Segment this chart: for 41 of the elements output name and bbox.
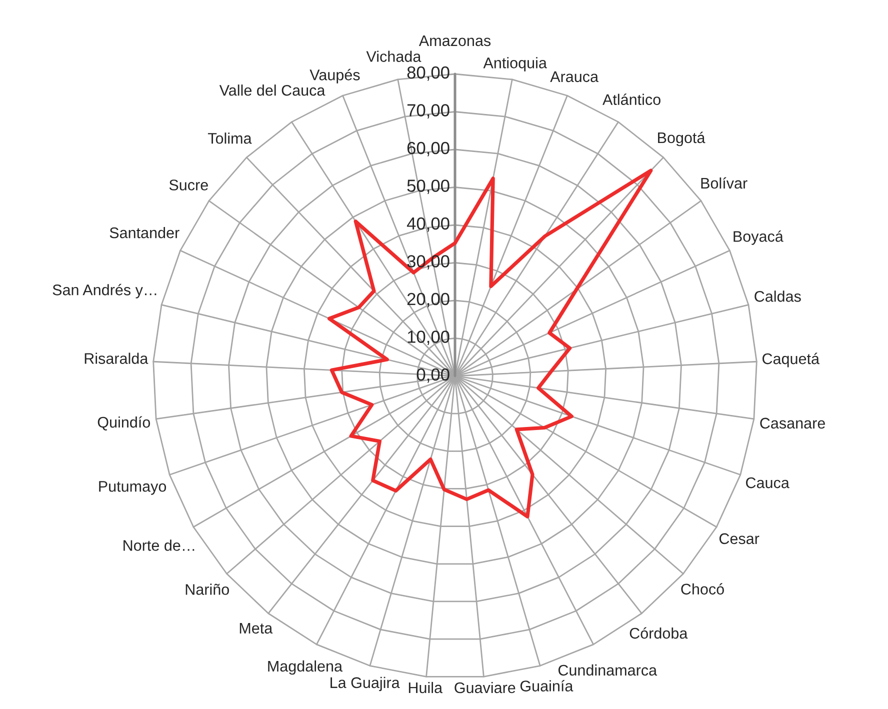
spoke-label: Amazonas <box>418 35 491 46</box>
spoke-label: Cundinamarca <box>558 664 658 676</box>
y-tick-label: 20,00 <box>407 292 450 308</box>
spoke-label: Huila <box>408 682 443 694</box>
spoke-label: Risaralda <box>84 352 148 364</box>
spoke-label: Guaviare <box>454 682 516 694</box>
spoke-label: Santander <box>110 227 180 238</box>
spoke-label: Meta <box>240 622 273 634</box>
spoke-label: Casanare <box>760 418 825 429</box>
y-tick-label: 50,00 <box>407 180 450 194</box>
spoke-label: Caquetá <box>762 352 820 368</box>
spoke-label: Vichada <box>366 50 422 62</box>
spoke-label: Valle del Cauca <box>219 84 326 96</box>
spoke-label: Putumayo <box>99 481 166 495</box>
spoke-label: Tolima <box>208 132 252 144</box>
spoke-label: Atlántico <box>602 94 660 106</box>
spoke-label: Sucre <box>169 180 208 190</box>
spoke-label: Caldas <box>754 290 801 302</box>
spoke-label: Nariño <box>186 584 229 595</box>
y-tick-label: 80,00 <box>407 66 450 81</box>
spoke-label: Córdoba <box>630 627 688 639</box>
spoke-label: Antioquia <box>483 57 547 72</box>
y-tick-label: 0,00 <box>416 368 450 383</box>
spoke-label: Arauca <box>550 71 599 82</box>
y-tick-label: 60,00 <box>407 142 450 156</box>
spoke-label: Norte de… <box>124 540 194 551</box>
y-tick-label: 10,00 <box>408 330 450 345</box>
spoke-label: Magdalena <box>268 660 343 675</box>
spoke-label: Guainía <box>520 680 574 692</box>
spoke-label: Bogotá <box>658 132 706 146</box>
y-tick-label: 40,00 <box>406 217 450 232</box>
spoke-label: Quindío <box>98 416 150 430</box>
spoke-label: San Andrés y… <box>52 284 156 298</box>
spoke-label: Vaupés <box>310 68 360 84</box>
spoke-label: Cesar <box>719 533 760 544</box>
spoke-label: Bolívar <box>701 177 748 189</box>
spoke-label: La Guajira <box>330 676 400 692</box>
spoke-label: Cauca <box>746 477 790 488</box>
spoke-label: Boyacá <box>734 230 784 245</box>
y-tick-label: 70,00 <box>407 104 450 118</box>
spoke-label: Chocó <box>681 583 724 595</box>
